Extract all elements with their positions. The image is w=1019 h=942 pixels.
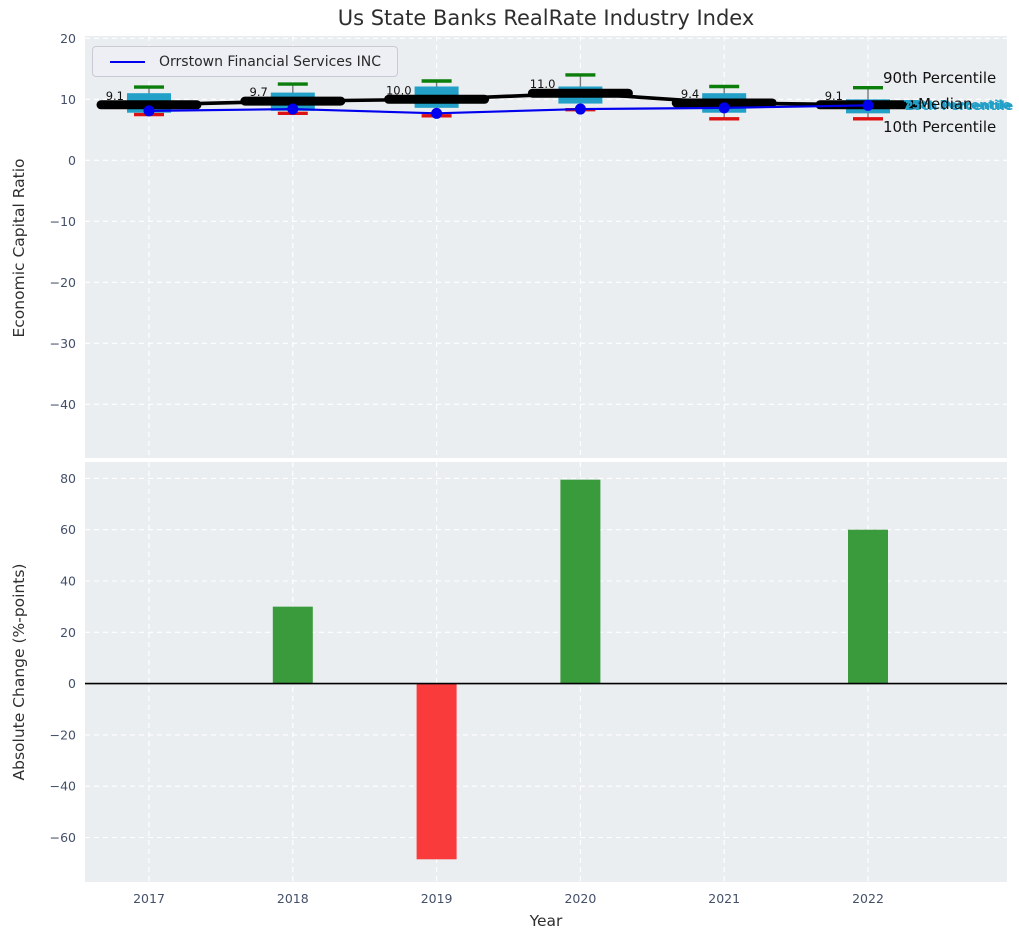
median-value-label-2020: 11.0: [530, 77, 556, 91]
legend-label: Orrstown Financial Services INC: [159, 53, 382, 70]
annotation-75th-percentile: 75th Percentile: [903, 97, 1012, 112]
company-point-2018: [287, 103, 299, 115]
legend-line-sample: [110, 60, 145, 63]
company-point-2021: [718, 102, 730, 114]
top-ytick-label--40: −40: [50, 397, 76, 412]
median-value-label-2021: 9.4: [681, 87, 699, 101]
chart-title: Us State Banks RealRate Industry Index: [337, 6, 755, 30]
bottom-ytick-label--60: −60: [50, 830, 76, 845]
top-ytick-label--20: −20: [50, 275, 76, 290]
bottom-ytick-label-80: 80: [60, 471, 76, 486]
company-point-2019: [431, 107, 443, 119]
top-ytick-label-20: 20: [60, 31, 76, 46]
xtick-label-2020: 2020: [564, 891, 596, 906]
bottom-ytick-label-40: 40: [60, 574, 76, 589]
bottom-ytick-label--40: −40: [50, 779, 76, 794]
median-value-label-2019: 10.0: [386, 83, 412, 97]
bar-2022: [848, 529, 888, 684]
annotation-10th-percentile: 10th Percentile: [883, 118, 997, 136]
top-ytick-label--30: −30: [50, 336, 76, 351]
bottom-ytick-label-20: 20: [60, 625, 76, 640]
xtick-label-2022: 2022: [852, 891, 884, 906]
bottom-ytick-label--20: −20: [50, 727, 76, 742]
legend: Orrstown Financial Services INC: [92, 46, 399, 77]
median-value-label-2022: 9.1: [825, 89, 843, 103]
bar-2020: [560, 479, 601, 684]
company-point-2017: [143, 105, 155, 117]
x-axis-label: Year: [529, 912, 563, 930]
top-ytick-label-0: 0: [68, 153, 76, 168]
bottom-ytick-label-60: 60: [60, 522, 76, 537]
company-point-2022: [862, 99, 874, 111]
annotation-90th-percentile: 90th Percentile: [883, 69, 997, 87]
annotation-25th-percentile: 25th Percentile: [905, 98, 1014, 113]
top-ytick-label--10: −10: [50, 214, 76, 229]
median-value-label-2018: 9.7: [250, 85, 268, 99]
xtick-label-2021: 2021: [708, 891, 740, 906]
bar-2019: [416, 683, 457, 860]
annotation-median: Median: [918, 95, 973, 113]
median-value-label-2017: 9.1: [106, 89, 124, 103]
bar-2018: [272, 606, 313, 684]
top-ytick-label-10: 10: [60, 92, 76, 107]
company-point-2020: [574, 103, 586, 115]
xtick-label-2019: 2019: [421, 891, 453, 906]
company-line: [148, 104, 869, 115]
xtick-label-2018: 2018: [277, 891, 309, 906]
bottom-ytick-label-0: 0: [68, 676, 76, 691]
xtick-label-2017: 2017: [133, 891, 165, 906]
